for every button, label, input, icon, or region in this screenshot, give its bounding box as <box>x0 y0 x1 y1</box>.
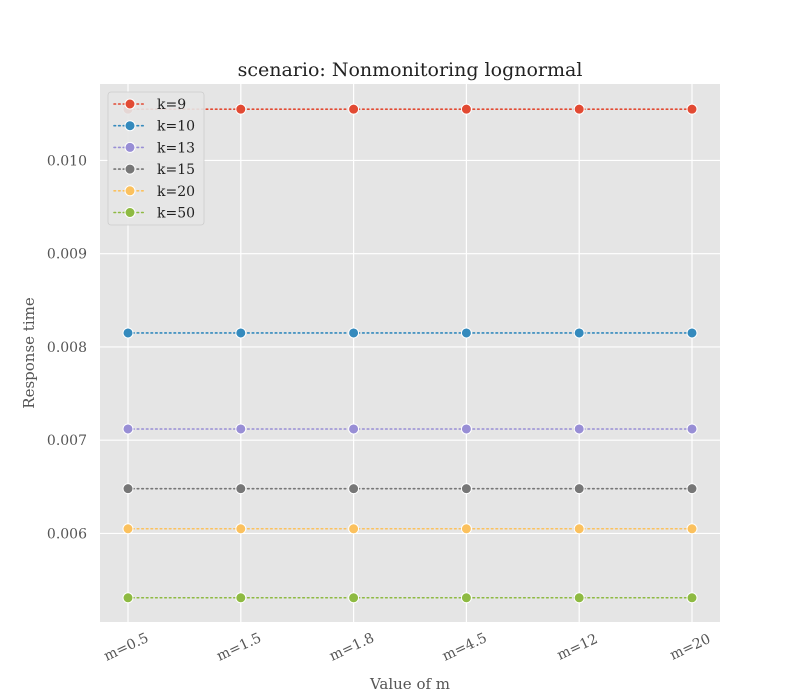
data-point <box>573 483 585 495</box>
legend-label: k=9 <box>157 97 186 113</box>
data-point <box>686 103 698 115</box>
data-point <box>122 423 134 435</box>
data-point <box>348 483 360 495</box>
data-point <box>348 103 360 115</box>
y-tick-label: 0.007 <box>47 433 87 449</box>
data-point <box>235 423 247 435</box>
legend-label: k=50 <box>157 206 195 222</box>
y-tick-label: 0.008 <box>47 340 87 356</box>
y-tick-labels: 0.006 0.007 0.008 0.009 0.010 <box>47 153 87 542</box>
data-point <box>235 327 247 339</box>
data-point <box>573 103 585 115</box>
data-point <box>686 523 698 535</box>
legend-label: k=10 <box>157 119 195 135</box>
data-point <box>686 327 698 339</box>
data-point <box>348 523 360 535</box>
data-point <box>686 483 698 495</box>
chart-title: scenario: Nonmonitoring lognormal <box>238 59 583 81</box>
y-tick-label: 0.009 <box>47 247 87 263</box>
data-point <box>573 327 585 339</box>
series-k50 <box>122 592 698 604</box>
data-point <box>460 423 472 435</box>
legend-marker <box>124 98 136 110</box>
y-tick-label: 0.010 <box>47 153 87 169</box>
legend-marker <box>124 141 136 153</box>
data-point <box>573 423 585 435</box>
data-point <box>348 423 360 435</box>
data-point <box>686 592 698 604</box>
legend-marker <box>124 185 136 197</box>
data-point <box>460 327 472 339</box>
data-point <box>460 483 472 495</box>
data-point <box>235 523 247 535</box>
data-point <box>122 327 134 339</box>
series-k13 <box>122 423 698 435</box>
data-point <box>122 523 134 535</box>
legend: k=9 k=10 k=13 k=15 k=20 k=50 <box>107 91 205 226</box>
data-point <box>122 483 134 495</box>
series-k10 <box>122 327 698 339</box>
data-point <box>235 483 247 495</box>
data-point <box>686 423 698 435</box>
data-point <box>235 103 247 115</box>
y-tick-label: 0.006 <box>47 526 87 542</box>
data-point <box>235 592 247 604</box>
data-point <box>573 592 585 604</box>
data-point <box>460 523 472 535</box>
series-k15 <box>122 483 698 495</box>
data-point <box>348 592 360 604</box>
legend-label: k=20 <box>157 184 195 200</box>
data-point <box>122 592 134 604</box>
y-axis-label: Response time <box>20 297 38 409</box>
data-point <box>460 103 472 115</box>
data-point <box>460 592 472 604</box>
x-axis-label: Value of m <box>369 675 450 693</box>
series-layer <box>122 103 698 604</box>
legend-marker <box>124 163 136 175</box>
series-k20 <box>122 523 698 535</box>
legend-label: k=15 <box>157 162 195 178</box>
legend-marker <box>124 207 136 218</box>
legend-label: k=13 <box>157 140 195 156</box>
data-point <box>573 523 585 535</box>
legend-marker <box>124 120 136 132</box>
data-point <box>348 327 360 339</box>
